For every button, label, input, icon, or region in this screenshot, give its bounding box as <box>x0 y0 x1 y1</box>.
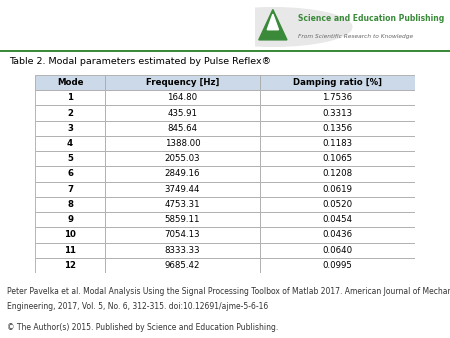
Bar <box>105 212 260 227</box>
Text: 2: 2 <box>67 108 73 118</box>
Text: Peter Pavelka et al. Modal Analysis Using the Signal Processing Toolbox of Matla: Peter Pavelka et al. Modal Analysis Usin… <box>7 287 450 296</box>
Text: 9685.42: 9685.42 <box>165 261 200 270</box>
Text: 7: 7 <box>67 185 73 194</box>
Text: 0.0436: 0.0436 <box>323 231 352 239</box>
Bar <box>105 151 260 166</box>
Text: 8: 8 <box>67 200 73 209</box>
Text: Science and Education Publishing: Science and Education Publishing <box>298 14 445 23</box>
Text: Engineering, 2017, Vol. 5, No. 6, 312-315. doi:10.12691/ajme-5-6-16: Engineering, 2017, Vol. 5, No. 6, 312-31… <box>7 302 269 311</box>
Bar <box>260 136 415 151</box>
Bar <box>260 105 415 121</box>
Text: © The Author(s) 2015. Published by Science and Education Publishing.: © The Author(s) 2015. Published by Scien… <box>7 322 279 332</box>
Bar <box>260 90 415 105</box>
Bar <box>35 227 105 243</box>
Text: 11: 11 <box>64 246 76 255</box>
Text: 5859.11: 5859.11 <box>165 215 200 224</box>
Bar <box>260 151 415 166</box>
Bar <box>105 182 260 197</box>
Bar <box>260 197 415 212</box>
Text: 1.7536: 1.7536 <box>323 93 352 102</box>
Text: 9: 9 <box>67 215 73 224</box>
Text: 4: 4 <box>67 139 73 148</box>
Bar <box>260 212 415 227</box>
Bar <box>35 121 105 136</box>
Text: 845.64: 845.64 <box>167 124 198 133</box>
Bar <box>260 227 415 243</box>
Text: 5: 5 <box>67 154 73 163</box>
Text: 0.0619: 0.0619 <box>323 185 352 194</box>
Text: 8333.33: 8333.33 <box>165 246 200 255</box>
Bar <box>105 121 260 136</box>
Text: 0.3313: 0.3313 <box>323 108 352 118</box>
Text: 7054.13: 7054.13 <box>165 231 200 239</box>
Bar <box>35 105 105 121</box>
Text: 2055.03: 2055.03 <box>165 154 200 163</box>
Bar <box>105 136 260 151</box>
Text: From Scientific Research to Knowledge: From Scientific Research to Knowledge <box>298 34 414 39</box>
Bar <box>105 90 260 105</box>
Text: 2849.16: 2849.16 <box>165 169 200 178</box>
Bar <box>35 182 105 197</box>
Text: 0.1208: 0.1208 <box>323 169 352 178</box>
Bar <box>35 136 105 151</box>
Bar <box>105 166 260 182</box>
Bar <box>260 258 415 273</box>
Bar <box>260 121 415 136</box>
Bar <box>35 151 105 166</box>
Text: 0.0520: 0.0520 <box>323 200 352 209</box>
Text: Damping ratio [%]: Damping ratio [%] <box>293 78 382 87</box>
Text: 0.1356: 0.1356 <box>323 124 352 133</box>
Text: 4753.31: 4753.31 <box>165 200 200 209</box>
Bar <box>105 197 260 212</box>
Bar <box>105 227 260 243</box>
Bar <box>105 105 260 121</box>
Text: 10: 10 <box>64 231 76 239</box>
Circle shape <box>194 8 352 46</box>
Bar <box>260 166 415 182</box>
Text: 0.1183: 0.1183 <box>323 139 352 148</box>
Text: 6: 6 <box>67 169 73 178</box>
Text: Mode: Mode <box>57 78 83 87</box>
Polygon shape <box>267 14 279 30</box>
Bar <box>35 75 105 90</box>
Bar <box>105 243 260 258</box>
Text: 164.80: 164.80 <box>167 93 198 102</box>
Text: 1388.00: 1388.00 <box>165 139 200 148</box>
Bar <box>35 166 105 182</box>
Text: 0.0995: 0.0995 <box>323 261 352 270</box>
Text: 1: 1 <box>67 93 73 102</box>
Bar <box>260 75 415 90</box>
Text: 0.0640: 0.0640 <box>323 246 352 255</box>
Text: 3749.44: 3749.44 <box>165 185 200 194</box>
Text: 12: 12 <box>64 261 76 270</box>
Text: 0.1065: 0.1065 <box>323 154 352 163</box>
Bar <box>35 197 105 212</box>
Bar <box>260 243 415 258</box>
Bar <box>105 258 260 273</box>
Bar <box>35 243 105 258</box>
Text: 0.0454: 0.0454 <box>323 215 352 224</box>
Text: Frequency [Hz]: Frequency [Hz] <box>146 78 219 87</box>
Text: Table 2. Modal parameters estimated by Pulse Reflex®: Table 2. Modal parameters estimated by P… <box>9 56 271 66</box>
Bar <box>35 212 105 227</box>
Bar <box>35 90 105 105</box>
Bar <box>105 75 260 90</box>
Text: 435.91: 435.91 <box>167 108 198 118</box>
Bar <box>260 182 415 197</box>
Text: 3: 3 <box>67 124 73 133</box>
Polygon shape <box>259 9 287 40</box>
Bar <box>35 258 105 273</box>
